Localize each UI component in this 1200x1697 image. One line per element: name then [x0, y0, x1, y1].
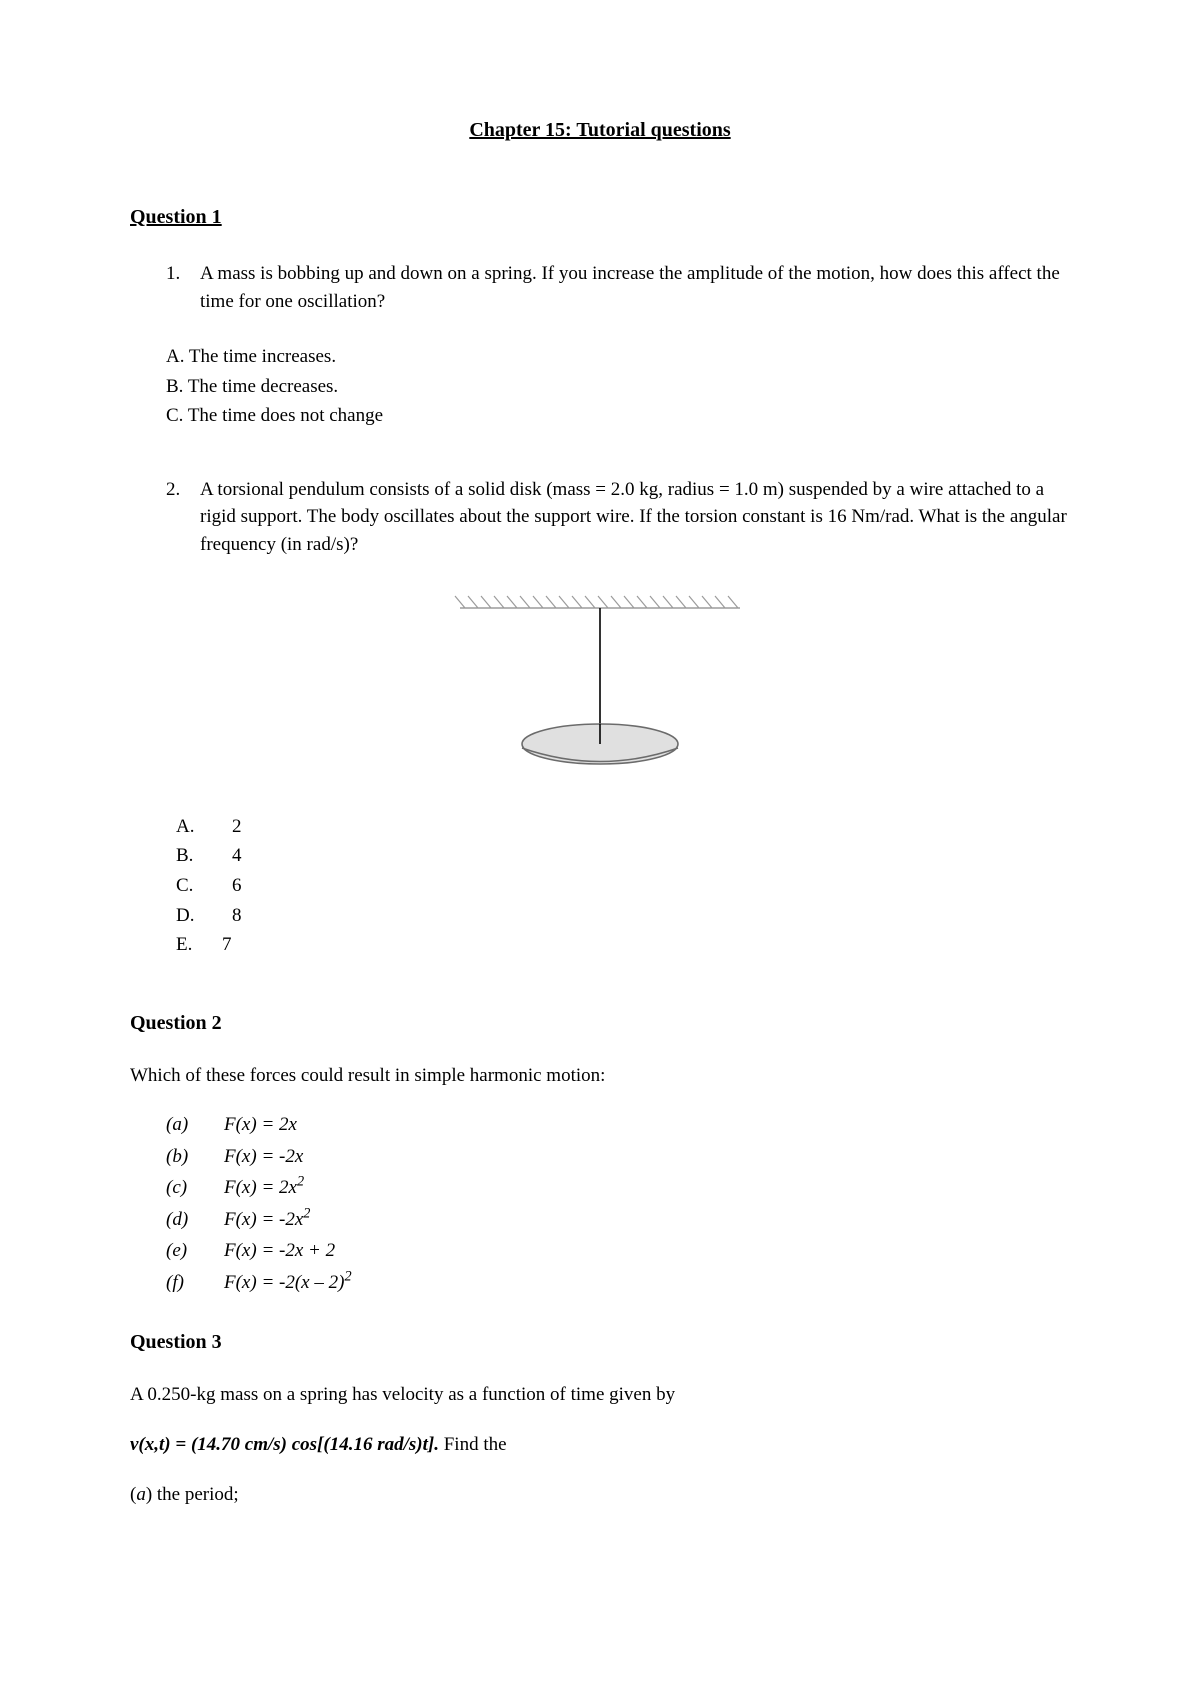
option: (c) F(x) = 2x2: [166, 1174, 1070, 1202]
q1-part1-text: A mass is bobbing up and down on a sprin…: [200, 260, 1070, 315]
option-value: 6: [232, 872, 242, 900]
q1-part2: 2. A torsional pendulum consists of a so…: [166, 476, 1070, 559]
option: (b) F(x) = -2x: [166, 1143, 1070, 1171]
option: D. 8: [176, 902, 1070, 930]
page-title: Chapter 15: Tutorial questions: [130, 116, 1070, 145]
q3-part-text: ) the period;: [146, 1484, 239, 1505]
q3-equation-bold: v(x,t) = (14.70 cm/s) cos[(14.16 rad/s)t…: [130, 1434, 439, 1455]
q2-options: (a) F(x) = 2x (b) F(x) = -2x (c) F(x) = …: [166, 1111, 1070, 1296]
option-value: 8: [232, 902, 242, 930]
option-label: (c): [166, 1174, 224, 1202]
option: C. The time does not change: [166, 402, 1070, 430]
option: A. 2: [176, 813, 1070, 841]
option-label: (f): [166, 1269, 224, 1297]
q3-equation-tail: Find the: [439, 1434, 507, 1455]
option-label: (e): [166, 1237, 224, 1265]
q3-intro: A 0.250-kg mass on a spring has velocity…: [130, 1381, 1070, 1409]
q1-part1: 1. A mass is bobbing up and down on a sp…: [166, 260, 1070, 315]
q1-part2-options: A. 2 B. 4 C. 6 D. 8 E. 7: [176, 813, 1070, 959]
option-value: 2: [232, 813, 242, 841]
q3-equation: v(x,t) = (14.70 cm/s) cos[(14.16 rad/s)t…: [130, 1431, 1070, 1459]
option: E. 7: [176, 931, 1070, 959]
option-label: (d): [166, 1206, 224, 1234]
option-equation: F(x) = -2x + 2: [224, 1237, 335, 1265]
q1-part2-text: A torsional pendulum consists of a solid…: [200, 476, 1070, 559]
option: C. 6: [176, 872, 1070, 900]
option-equation: F(x) = -2x: [224, 1143, 303, 1171]
option-equation: F(x) = 2x2: [224, 1174, 304, 1202]
option: (a) F(x) = 2x: [166, 1111, 1070, 1139]
q3-part-label: a: [136, 1484, 146, 1505]
option-value: 4: [232, 842, 242, 870]
option: (f) F(x) = -2(x – 2)2: [166, 1269, 1070, 1297]
question-2-heading: Question 2: [130, 1009, 1070, 1038]
pendulum-figure: [130, 594, 1070, 783]
option: B. The time decreases.: [166, 373, 1070, 401]
option-equation: F(x) = -2(x – 2)2: [224, 1269, 352, 1297]
question-1-heading: Question 1: [130, 203, 1070, 232]
q1-part1-number: 1.: [166, 260, 200, 315]
option: B. 4: [176, 842, 1070, 870]
option-label: (a): [166, 1111, 224, 1139]
q2-intro: Which of these forces could result in si…: [130, 1062, 1070, 1090]
q3-part-a: (a) the period;: [130, 1481, 1070, 1509]
option-value: 7: [222, 931, 232, 959]
option-label: C.: [176, 872, 232, 900]
option: A. The time increases.: [166, 343, 1070, 371]
option-label: D.: [176, 902, 232, 930]
q1-part2-number: 2.: [166, 476, 200, 559]
option-equation: F(x) = -2x2: [224, 1206, 310, 1234]
option-label: A.: [176, 813, 232, 841]
option-label: B.: [176, 842, 232, 870]
option-label: (b): [166, 1143, 224, 1171]
option: (e) F(x) = -2x + 2: [166, 1237, 1070, 1265]
question-3-heading: Question 3: [130, 1328, 1070, 1357]
option-equation: F(x) = 2x: [224, 1111, 297, 1139]
option: (d) F(x) = -2x2: [166, 1206, 1070, 1234]
q1-part1-options: A. The time increases. B. The time decre…: [166, 343, 1070, 430]
